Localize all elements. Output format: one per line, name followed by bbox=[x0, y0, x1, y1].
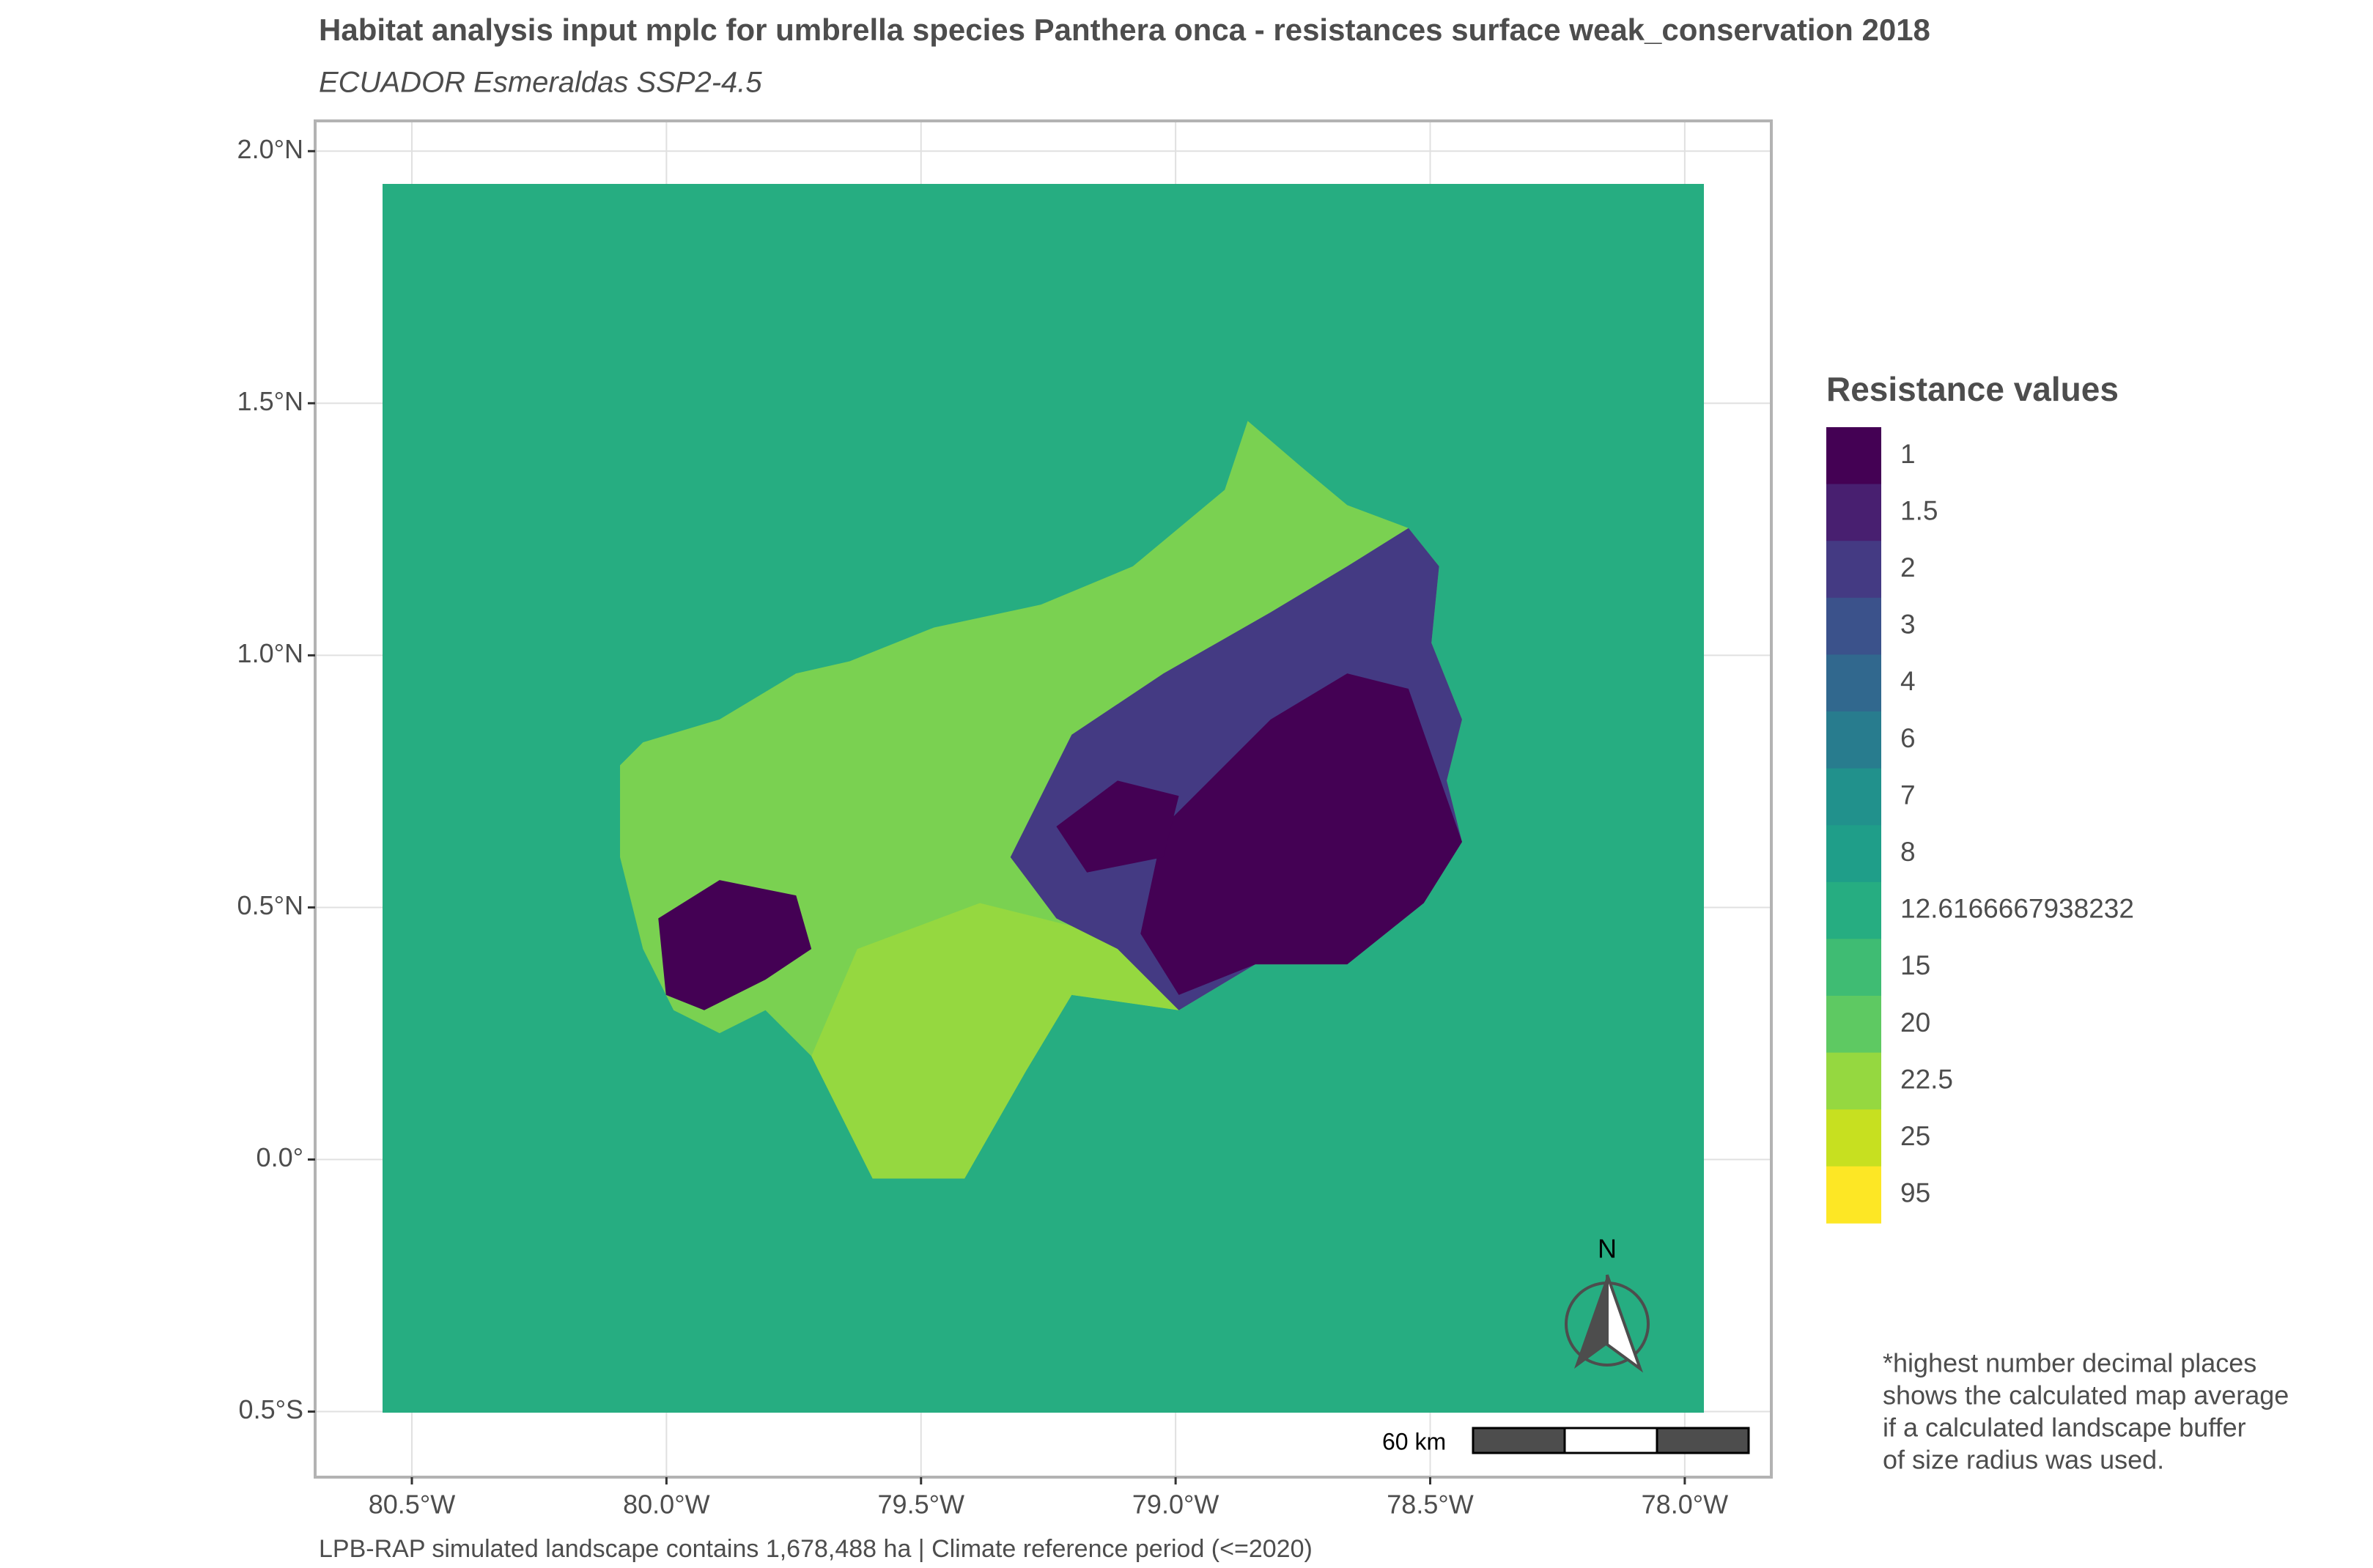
x-tick-label: 79.0°W bbox=[1132, 1490, 1219, 1520]
caption: LPB-RAP simulated landscape contains 1,6… bbox=[319, 1535, 1313, 1563]
north-arrow: N bbox=[1565, 1234, 1650, 1373]
note-line: shows the calculated map average bbox=[1883, 1380, 2289, 1410]
north-label: N bbox=[1598, 1234, 1617, 1264]
scale-segment bbox=[1472, 1427, 1566, 1454]
legend-label: 1.5 bbox=[1900, 495, 1938, 525]
legend-label: 4 bbox=[1900, 666, 1916, 696]
legend-swatch bbox=[1826, 1109, 1881, 1167]
note-line: of size radius was used. bbox=[1883, 1445, 2164, 1475]
legend-swatch bbox=[1826, 541, 1881, 599]
y-tick-label: 2.0°N bbox=[237, 134, 303, 164]
panel-border bbox=[314, 119, 1773, 1479]
scale-bar: 60 km bbox=[1382, 1427, 1750, 1454]
legend-swatch bbox=[1826, 1166, 1881, 1224]
west-area bbox=[658, 880, 812, 1010]
center-area bbox=[1056, 780, 1179, 873]
legend-label: 2 bbox=[1900, 552, 1916, 583]
legend-label: 95 bbox=[1900, 1178, 1930, 1208]
legend-label: 12.6166667938232 bbox=[1900, 894, 2134, 924]
legend-label: 25 bbox=[1900, 1121, 1930, 1151]
legend-label: 1 bbox=[1900, 439, 1916, 469]
legend-label: 15 bbox=[1900, 950, 1930, 980]
y-tick-label: 1.0°N bbox=[237, 638, 303, 668]
title: Habitat analysis input mplc for umbrella… bbox=[319, 12, 1930, 47]
raster bbox=[383, 184, 1704, 1413]
x-tick-label: 80.0°W bbox=[623, 1490, 709, 1520]
legend-label: 22.5 bbox=[1900, 1064, 1953, 1094]
scale-segment bbox=[1656, 1427, 1750, 1454]
legend-title: Resistance values bbox=[1826, 370, 2119, 408]
province bbox=[620, 421, 1462, 1179]
legend-swatch bbox=[1826, 996, 1881, 1053]
legend-label: 6 bbox=[1900, 723, 1916, 753]
y-tick-label: 0.0° bbox=[257, 1142, 303, 1172]
legend-label: 7 bbox=[1900, 780, 1916, 810]
y-tick-label: 0.5°N bbox=[237, 890, 303, 920]
legend: 1 1.5 2 3 4 6 7 8 12.6166667938232 15 20 22.5 25 95 bbox=[1826, 427, 2134, 1224]
legend-swatch bbox=[1826, 654, 1881, 712]
y-tick-label: 0.5°S bbox=[239, 1394, 303, 1424]
east-area bbox=[1140, 673, 1462, 995]
legend-swatch bbox=[1826, 711, 1881, 769]
x-tick-label: 78.0°W bbox=[1642, 1490, 1728, 1520]
legend-swatch bbox=[1826, 427, 1881, 484]
legend-swatch bbox=[1826, 768, 1881, 826]
x-tick-label: 79.5°W bbox=[878, 1490, 964, 1520]
south-area bbox=[811, 903, 1179, 1179]
legend-label: 3 bbox=[1900, 610, 1916, 640]
legend-swatch bbox=[1826, 1052, 1881, 1110]
scale-label: 60 km bbox=[1382, 1428, 1446, 1454]
legend-swatch bbox=[1826, 881, 1881, 939]
north-right bbox=[1606, 1274, 1644, 1373]
x-tick-label: 78.5°W bbox=[1387, 1490, 1473, 1520]
scale-segment bbox=[1563, 1427, 1658, 1454]
y-tick-label: 1.5°N bbox=[237, 386, 303, 416]
legend-swatch bbox=[1826, 484, 1881, 541]
note-line: *highest number decimal places bbox=[1883, 1348, 2256, 1378]
x-tick-label: 80.5°W bbox=[369, 1490, 455, 1520]
legend-label: 8 bbox=[1900, 837, 1916, 867]
legend-swatch bbox=[1826, 939, 1881, 996]
legend-label: 20 bbox=[1900, 1007, 1930, 1038]
subtitle: ECUADOR Esmeraldas SSP2-4.5 bbox=[319, 67, 762, 99]
legend-swatch bbox=[1826, 825, 1881, 883]
north-left bbox=[1574, 1275, 1607, 1369]
note-line: if a calculated landscape buffer bbox=[1883, 1413, 2246, 1443]
legend-swatch bbox=[1826, 597, 1881, 655]
